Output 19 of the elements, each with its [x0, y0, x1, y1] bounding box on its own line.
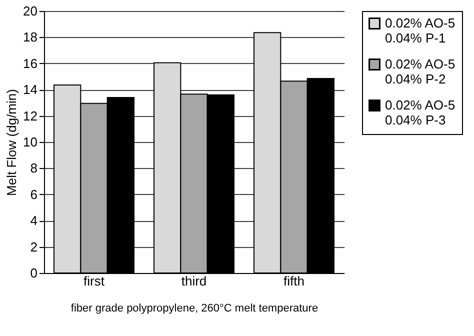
y-tick-label: 4 [30, 213, 38, 228]
y-tick-label: 2 [30, 239, 38, 254]
y-tick-label: 18 [23, 30, 38, 45]
x-tick-label: third [181, 274, 207, 288]
x-tick-label: first [84, 274, 105, 288]
legend-label: 0.02% AO-5 0.04% P-1 [385, 16, 456, 46]
y-tick-label: 0 [30, 266, 38, 280]
y-tick-label: 14 [23, 82, 38, 98]
y-tick-label: 20 [23, 4, 38, 18]
x-axis-title: fiber grade polypropylene, 260°C melt temperature [70, 302, 318, 314]
y-tick-label: 16 [23, 56, 38, 71]
legend-label: 0.02% AO-5 0.04% P-3 [385, 98, 456, 128]
y-axis-title: Melt Flow (dg/min) [4, 89, 20, 196]
y-tick-label: 10 [23, 134, 38, 150]
y-tick-label: 8 [30, 160, 38, 176]
y-tick-label: 12 [23, 108, 38, 124]
legend-label: 0.02% AO-5 0.04% P-2 [385, 56, 456, 86]
x-tick-label: fifth [284, 274, 304, 288]
y-tick-label: 6 [30, 186, 38, 202]
